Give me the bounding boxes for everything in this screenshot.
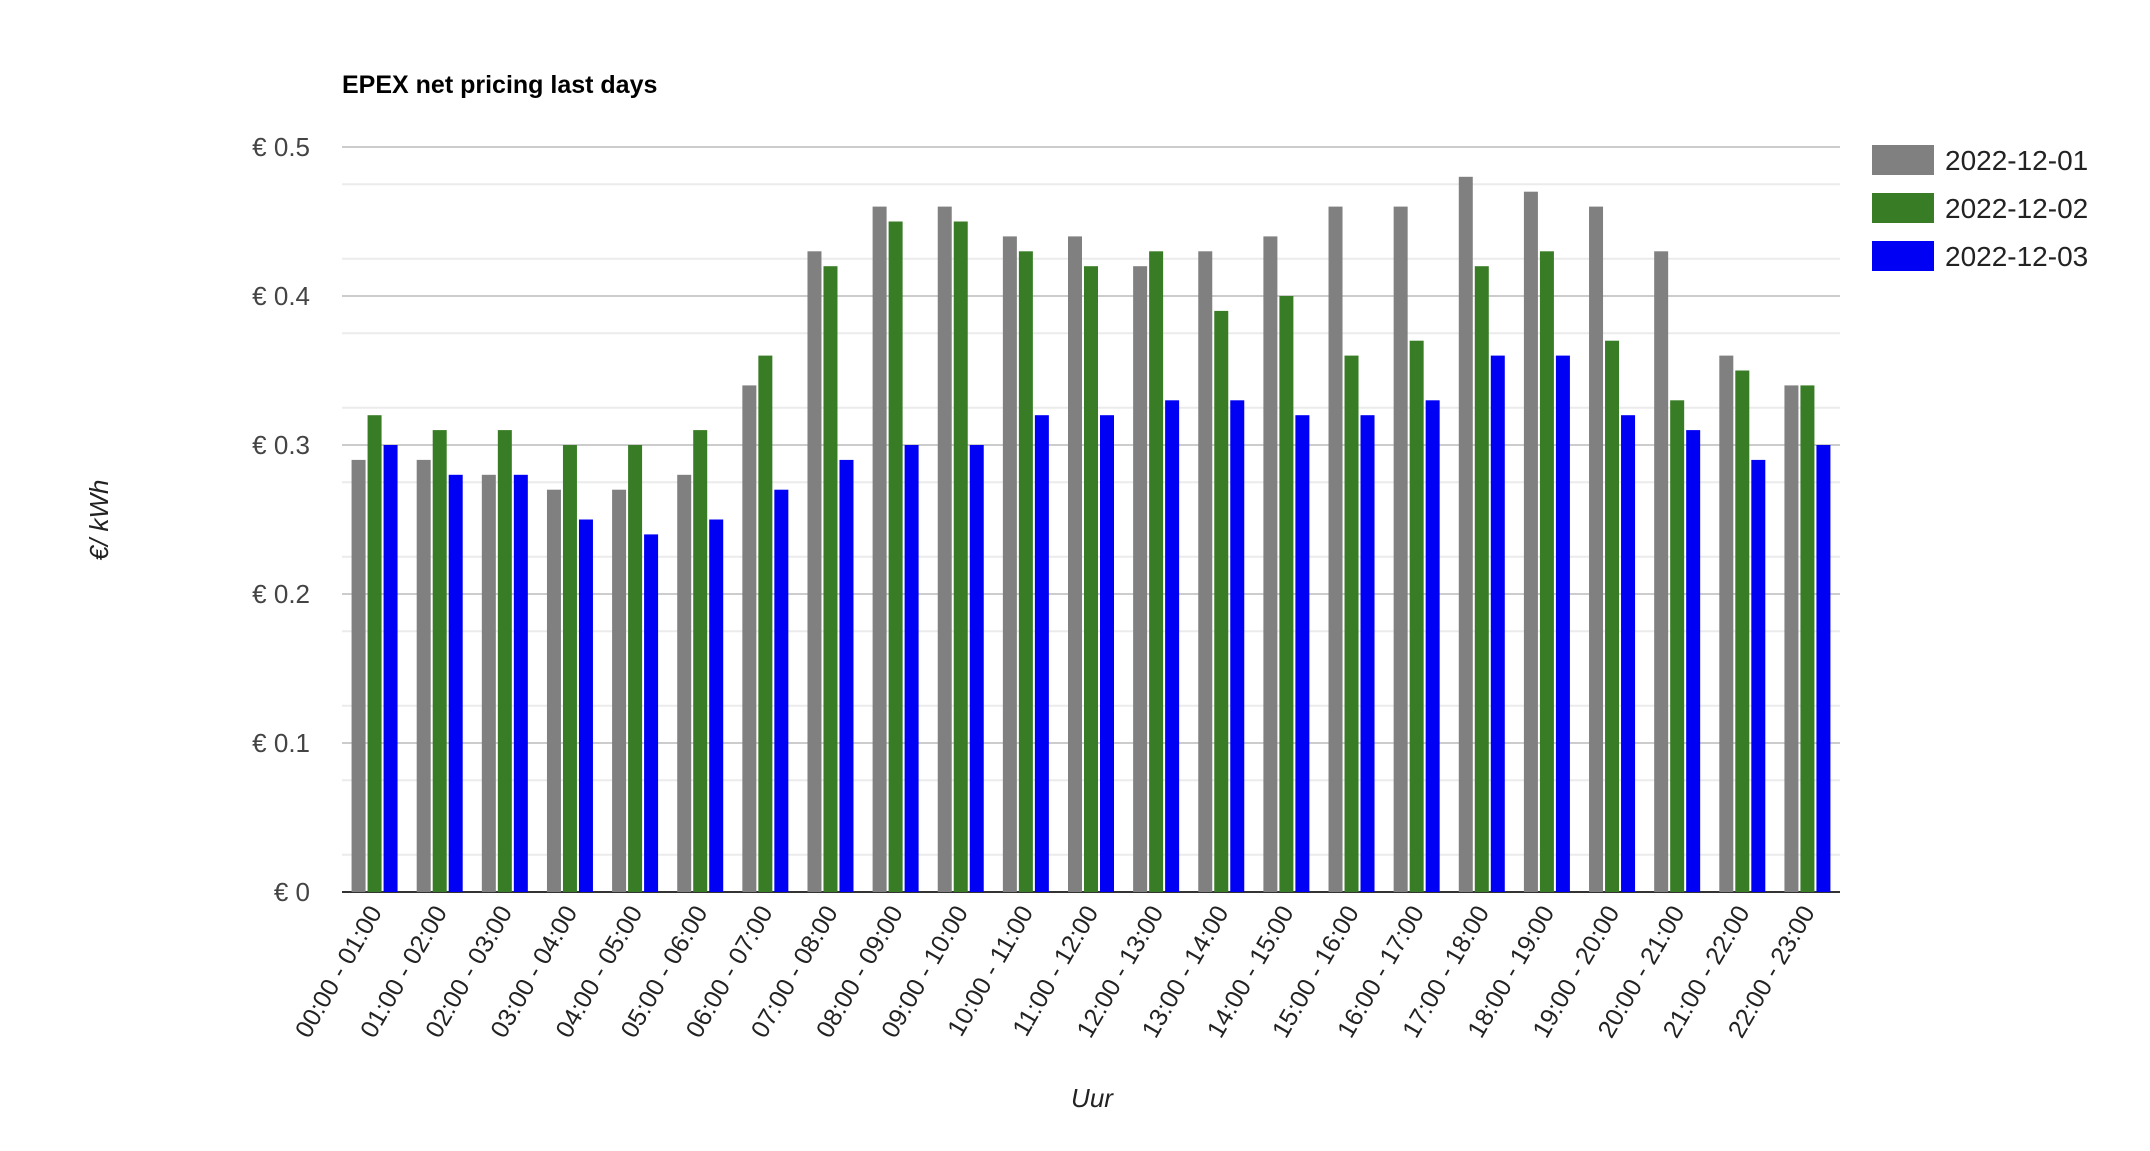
bar (1800, 385, 1815, 892)
legend-label: 2022-12-02 (1945, 193, 2088, 224)
bar (872, 206, 887, 893)
bar (351, 459, 366, 892)
y-tick-label: € 0.1 (252, 728, 310, 758)
bar (1474, 266, 1489, 892)
bar (677, 474, 692, 892)
legend-swatch (1872, 193, 1934, 223)
bar (1409, 340, 1424, 892)
bar (774, 489, 789, 892)
bar (1621, 415, 1636, 892)
bar (562, 445, 577, 892)
bar (1084, 266, 1098, 892)
bar (1295, 415, 1310, 892)
y-tick-label: € 0 (274, 877, 310, 907)
bar (481, 474, 496, 892)
y-tick-label: € 0.5 (252, 132, 310, 162)
bar (742, 385, 757, 892)
bar (1425, 400, 1440, 892)
bar (1670, 400, 1685, 892)
bar (578, 519, 593, 892)
bar (416, 459, 431, 892)
bar (628, 445, 643, 892)
bar (1230, 400, 1245, 892)
y-axis-label: €/ kWh (84, 480, 114, 561)
y-tick-label: € 0.4 (252, 281, 310, 311)
bar (1360, 415, 1375, 892)
legend-label: 2022-12-01 (1945, 145, 2088, 176)
bar (1605, 340, 1620, 892)
bar (1328, 206, 1343, 893)
bar (807, 251, 822, 893)
bar (953, 221, 968, 892)
bar (1002, 236, 1017, 892)
legend-item: 2022-12-03 (1872, 241, 2088, 272)
bar (383, 445, 398, 892)
legend-item: 2022-12-01 (1872, 145, 2088, 176)
chart-title: EPEX net pricing last days (342, 71, 657, 99)
legend-item: 2022-12-02 (1872, 193, 2088, 224)
legend-swatch (1872, 241, 1934, 271)
bar (693, 430, 708, 892)
bar (1458, 176, 1473, 893)
bar (1589, 206, 1604, 893)
bar (1034, 415, 1049, 892)
bar (1735, 370, 1750, 892)
x-axis-label: Uur (1071, 1083, 1114, 1113)
bar (1018, 251, 1033, 893)
bar (839, 459, 854, 892)
bar (497, 430, 512, 892)
bar (1133, 266, 1148, 892)
bar (1198, 251, 1213, 893)
bar (1751, 459, 1766, 892)
bar (1068, 236, 1082, 892)
bar (367, 415, 382, 892)
bar (823, 266, 838, 892)
bar (1214, 310, 1229, 892)
legend-label: 2022-12-03 (1945, 241, 2088, 272)
bar (1719, 355, 1734, 893)
bar (1279, 296, 1294, 892)
bar (888, 221, 903, 892)
bar (1165, 400, 1180, 892)
y-tick-label: € 0.3 (252, 430, 310, 460)
legend-swatch (1872, 145, 1934, 175)
bar (1654, 251, 1669, 893)
bar (432, 430, 447, 892)
bar (709, 519, 724, 892)
bar (758, 355, 773, 893)
bar (1149, 251, 1164, 893)
bar (937, 206, 952, 893)
bar (1523, 191, 1538, 892)
bar (612, 489, 627, 892)
bar (1686, 430, 1701, 892)
bar (1555, 355, 1570, 893)
bar (1816, 445, 1831, 892)
bar (1344, 355, 1359, 893)
bar (1784, 385, 1799, 892)
bar (1490, 355, 1505, 893)
bar (644, 534, 659, 892)
bar (1539, 251, 1554, 893)
y-tick-label: € 0.2 (252, 579, 310, 609)
bar (1263, 236, 1278, 892)
bar (1393, 206, 1408, 893)
bar (904, 445, 919, 892)
bar (969, 445, 984, 892)
bar (1100, 415, 1114, 892)
bar (546, 489, 561, 892)
bar (448, 474, 463, 892)
bar (513, 474, 528, 892)
